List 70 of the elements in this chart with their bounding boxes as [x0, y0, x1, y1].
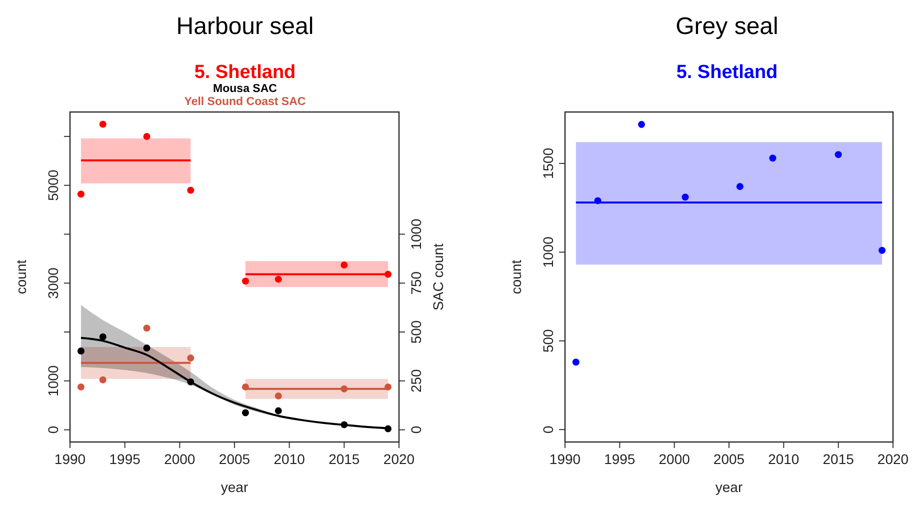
- y-tick-label: 0: [45, 426, 61, 434]
- text: Mousa SAC: [213, 83, 277, 95]
- point: [594, 197, 602, 204]
- chart-title: Grey seal: [676, 13, 778, 40]
- point: [242, 278, 249, 285]
- point: [242, 383, 249, 390]
- y2-tick-label: 1000: [408, 218, 424, 250]
- point: [769, 154, 776, 162]
- point: [340, 421, 348, 428]
- y-tick-label: 0: [540, 425, 556, 434]
- point: [242, 409, 249, 416]
- y-tick-label: 3000: [45, 267, 61, 299]
- x-tick-label: 2020: [877, 451, 909, 467]
- point: [638, 120, 646, 128]
- x-tick-label: 1995: [109, 451, 141, 467]
- y2-tick-label: 500: [408, 320, 424, 344]
- y-tick-label: 1500: [540, 148, 556, 180]
- y-tick-label: 1000: [540, 236, 556, 268]
- point: [384, 383, 392, 390]
- x-tick-label: 1990: [549, 451, 581, 467]
- x-tick-label: 2000: [658, 451, 690, 467]
- point: [77, 190, 84, 198]
- point: [143, 344, 150, 352]
- point: [878, 246, 886, 254]
- x-tick-label: 1995: [604, 451, 636, 467]
- x-tick-label: 2015: [822, 451, 854, 467]
- y2-tick-label: 0: [408, 426, 424, 434]
- x-tick-label: 2020: [383, 451, 415, 467]
- y2-tick-label: 750: [408, 271, 424, 295]
- point: [736, 183, 744, 190]
- text: Yell Sound Coast SAC: [184, 96, 306, 108]
- chart-title: Harbour seal: [176, 13, 314, 40]
- text: 5. Shetland: [676, 62, 778, 83]
- x-tick-label: 2005: [218, 451, 250, 467]
- point: [274, 407, 282, 414]
- point: [187, 354, 194, 362]
- point: [340, 385, 348, 392]
- point: [143, 324, 150, 332]
- point: [77, 347, 84, 354]
- x-tick-label: 2015: [328, 451, 360, 467]
- y-tick-label: 1000: [45, 365, 61, 396]
- point: [77, 383, 84, 390]
- y-axis-title: count: [508, 260, 524, 294]
- point: [682, 194, 689, 201]
- point: [384, 425, 392, 432]
- y2-tick-label: 250: [408, 368, 424, 393]
- x-axis-title: year: [715, 479, 743, 495]
- point: [187, 186, 194, 194]
- x-tick-label: 2005: [713, 451, 745, 467]
- y-tick-label: 500: [540, 328, 556, 353]
- x-tick-label: 1990: [54, 451, 86, 467]
- x-tick-label: 2010: [274, 451, 306, 467]
- y-tick-label: 5000: [45, 170, 61, 201]
- text: 5. Shetland: [194, 62, 296, 83]
- point: [99, 333, 106, 340]
- point: [143, 132, 150, 140]
- point: [340, 262, 348, 269]
- point: [99, 376, 106, 384]
- x-tick-label: 2010: [768, 451, 800, 467]
- point: [834, 151, 842, 158]
- point: [572, 358, 580, 366]
- point: [384, 270, 392, 278]
- y-axis-title: count: [13, 260, 29, 294]
- x-tick-label: 2000: [164, 451, 196, 467]
- point: [274, 276, 282, 283]
- x-axis-title: year: [220, 479, 248, 495]
- y2-axis-title: SAC count: [430, 243, 446, 310]
- point: [99, 120, 106, 128]
- point: [274, 392, 282, 400]
- point: [187, 378, 194, 386]
